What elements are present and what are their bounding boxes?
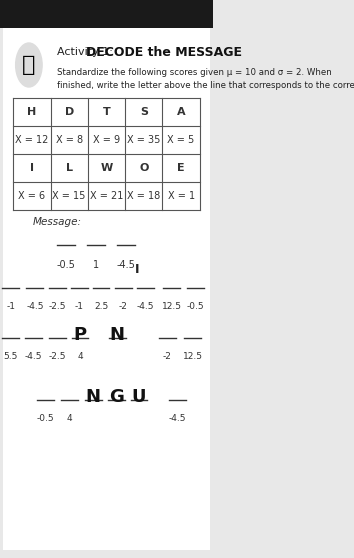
Text: X = 12: X = 12 [15,135,48,145]
Text: I: I [135,263,139,276]
Text: -1: -1 [75,302,84,311]
Circle shape [16,43,42,87]
Text: -4.5: -4.5 [24,352,42,361]
Text: E: E [177,163,185,173]
Text: X = 35: X = 35 [127,135,160,145]
Text: X = 5: X = 5 [167,135,195,145]
Text: W: W [101,163,113,173]
Text: -2.5: -2.5 [48,302,66,311]
Text: 2.5: 2.5 [94,302,108,311]
Text: N: N [86,388,101,406]
Text: X = 6: X = 6 [18,191,45,201]
Text: 12.5: 12.5 [183,352,202,361]
Text: -0.5: -0.5 [36,414,54,423]
Text: T: T [103,107,110,117]
Text: 4: 4 [77,352,83,361]
Text: -0.5: -0.5 [187,302,204,311]
Text: H: H [27,107,36,117]
Text: Standardize the following scores given μ = 10 and σ = 2. When
finished, write th: Standardize the following scores given μ… [57,68,354,89]
FancyBboxPatch shape [0,0,213,28]
Text: X = 18: X = 18 [127,191,160,201]
Text: L: L [66,163,73,173]
Text: N: N [110,326,125,344]
Text: 5.5: 5.5 [4,352,18,361]
Text: X = 15: X = 15 [52,191,86,201]
Text: Activity 1:: Activity 1: [57,47,116,57]
Text: I: I [30,163,34,173]
Text: -4.5: -4.5 [169,414,186,423]
Text: X = 9: X = 9 [93,135,120,145]
Text: X = 8: X = 8 [56,135,83,145]
Text: 4: 4 [66,414,72,423]
Text: G: G [109,388,124,406]
Text: O: O [139,163,148,173]
Text: P: P [73,326,87,344]
Text: -4.5: -4.5 [117,260,136,270]
Text: 12.5: 12.5 [161,302,182,311]
Text: X = 1: X = 1 [167,191,195,201]
Text: -2: -2 [119,302,128,311]
Text: -2: -2 [163,352,172,361]
FancyBboxPatch shape [3,28,210,550]
Text: S: S [140,107,148,117]
Text: -1: -1 [6,302,15,311]
Text: -4.5: -4.5 [26,302,44,311]
Text: DECODE the MESSAGE: DECODE the MESSAGE [86,46,242,59]
Text: U: U [132,388,146,406]
Text: D: D [64,107,74,117]
Text: 🧑: 🧑 [22,55,35,75]
Text: -0.5: -0.5 [57,260,76,270]
Text: 1: 1 [93,260,99,270]
Text: -2.5: -2.5 [48,352,66,361]
Text: A: A [177,107,185,117]
Text: -4.5: -4.5 [137,302,154,311]
Text: X = 21: X = 21 [90,191,123,201]
Text: Message:: Message: [33,217,82,227]
